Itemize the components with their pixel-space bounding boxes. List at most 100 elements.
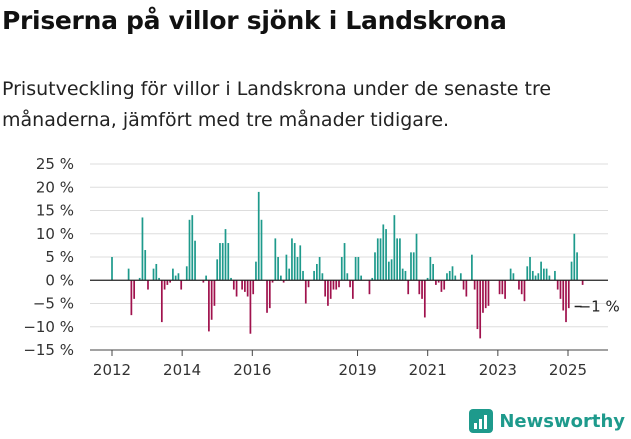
y-tick-label: 20 % <box>36 178 74 196</box>
bar <box>213 280 216 306</box>
bar <box>304 280 307 304</box>
bar <box>227 243 230 281</box>
bar <box>559 280 562 299</box>
bar <box>518 280 520 290</box>
chart-title: Priserna på villor sjönk i Landskrona <box>2 6 507 35</box>
bar <box>282 280 285 283</box>
bar <box>459 273 462 281</box>
bar <box>285 254 288 281</box>
bar <box>216 259 219 281</box>
bar <box>202 280 205 283</box>
bar <box>565 280 567 323</box>
bar <box>418 280 421 295</box>
bar <box>443 280 446 290</box>
bar <box>235 280 238 297</box>
bar <box>426 277 429 281</box>
bar <box>327 280 329 306</box>
bar <box>219 243 221 281</box>
bar <box>360 275 363 281</box>
bar <box>302 270 304 281</box>
bar <box>280 275 282 281</box>
bar <box>296 257 299 281</box>
bar <box>357 257 360 281</box>
bar <box>260 219 263 281</box>
bar <box>451 266 454 281</box>
bar <box>313 270 315 281</box>
y-tick-label: −10 % <box>23 318 74 336</box>
x-tick-label: 2014 <box>163 361 201 379</box>
bar <box>423 280 426 318</box>
bar <box>346 273 349 281</box>
bar <box>241 280 243 290</box>
bar <box>316 263 318 281</box>
bar <box>133 280 136 299</box>
bar <box>255 261 257 281</box>
bar <box>545 268 548 281</box>
bar <box>429 257 432 281</box>
bar <box>221 243 224 281</box>
bar <box>144 250 147 281</box>
bar <box>332 280 335 290</box>
bar <box>404 270 407 281</box>
bar <box>393 215 396 281</box>
bar <box>421 280 423 299</box>
y-tick-label: −15 % <box>23 341 74 359</box>
bar <box>166 280 169 285</box>
bar <box>548 275 551 281</box>
bar <box>127 268 130 281</box>
x-tick-label: 2019 <box>338 361 376 379</box>
bar <box>540 261 542 281</box>
last-value-annotation: −1 % <box>574 298 620 316</box>
bar <box>504 280 506 299</box>
bar <box>529 257 531 281</box>
bar <box>158 277 160 281</box>
bar <box>482 280 484 313</box>
bar <box>160 280 163 323</box>
bar <box>277 257 279 281</box>
bar <box>410 252 412 281</box>
bar <box>509 268 512 281</box>
bar <box>570 261 573 281</box>
bar <box>476 280 479 330</box>
bar <box>324 280 327 297</box>
bar <box>567 280 570 309</box>
bar <box>268 280 271 309</box>
bar <box>111 257 113 281</box>
bar <box>266 280 268 313</box>
bar <box>141 217 144 281</box>
bar <box>462 280 465 290</box>
bar <box>321 273 324 281</box>
bar <box>169 280 171 283</box>
x-tick-label: 2021 <box>409 361 447 379</box>
bar <box>407 280 410 295</box>
newsworthy-logo: Newsworthy <box>469 409 625 433</box>
bar <box>437 280 440 283</box>
bar <box>448 270 451 281</box>
x-tick-label: 2023 <box>479 361 517 379</box>
bar <box>531 270 534 281</box>
bar <box>147 280 149 290</box>
bar <box>188 219 191 281</box>
x-tick-label: 2025 <box>549 361 587 379</box>
bar <box>291 238 293 281</box>
bar <box>479 280 482 339</box>
bar <box>329 280 332 299</box>
bar <box>401 268 404 281</box>
bar <box>576 252 578 281</box>
bar <box>374 252 376 281</box>
bar <box>274 238 277 281</box>
bar <box>484 280 487 309</box>
bar <box>446 273 448 281</box>
bar <box>318 257 321 281</box>
bar <box>232 280 235 290</box>
bar <box>379 238 382 281</box>
bar <box>412 252 415 281</box>
bar <box>385 229 387 281</box>
bar <box>130 280 133 316</box>
y-tick-label: 10 % <box>36 225 74 243</box>
bar <box>534 275 537 281</box>
bar <box>340 257 343 281</box>
bar <box>230 277 232 281</box>
bar <box>537 273 540 281</box>
